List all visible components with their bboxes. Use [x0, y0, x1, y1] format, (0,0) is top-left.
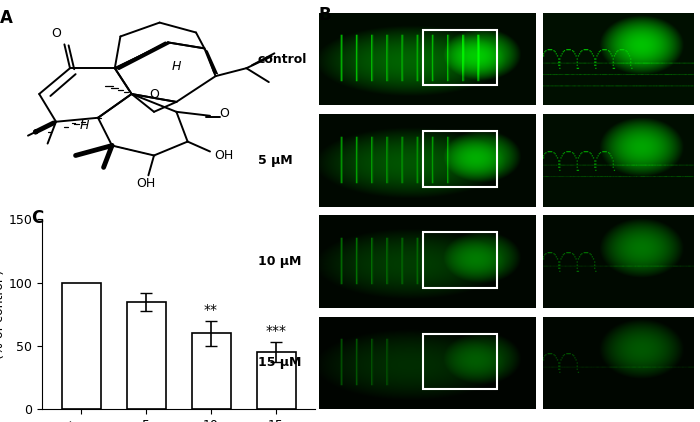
Text: 10 μM: 10 μM	[258, 255, 301, 268]
Text: 5 μM: 5 μM	[258, 154, 293, 167]
Text: H: H	[79, 119, 89, 132]
Text: B: B	[318, 6, 331, 24]
Bar	[424, 30, 497, 85]
Text: O: O	[51, 27, 61, 41]
Text: A: A	[0, 9, 13, 27]
Polygon shape	[110, 145, 157, 157]
Text: OH: OH	[214, 149, 234, 162]
Bar	[62, 283, 101, 409]
Y-axis label: Average length of SIVs
(% of control ): Average length of SIVs (% of control )	[0, 243, 6, 385]
Polygon shape	[115, 41, 171, 70]
Bar	[192, 333, 230, 409]
Text: OH: OH	[136, 177, 155, 190]
Bar	[424, 333, 497, 389]
Text: **: **	[204, 303, 218, 317]
Text: 15 μM: 15 μM	[258, 357, 301, 369]
Bar	[424, 232, 497, 288]
Text: C: C	[32, 209, 43, 227]
Bar	[424, 131, 497, 187]
Text: H: H	[172, 60, 181, 73]
Bar	[256, 352, 295, 409]
Polygon shape	[204, 49, 218, 75]
Text: ***: ***	[265, 325, 286, 338]
Text: O: O	[219, 107, 229, 120]
Text: control: control	[258, 53, 307, 65]
Text: O: O	[149, 89, 159, 101]
Bar	[127, 302, 165, 409]
